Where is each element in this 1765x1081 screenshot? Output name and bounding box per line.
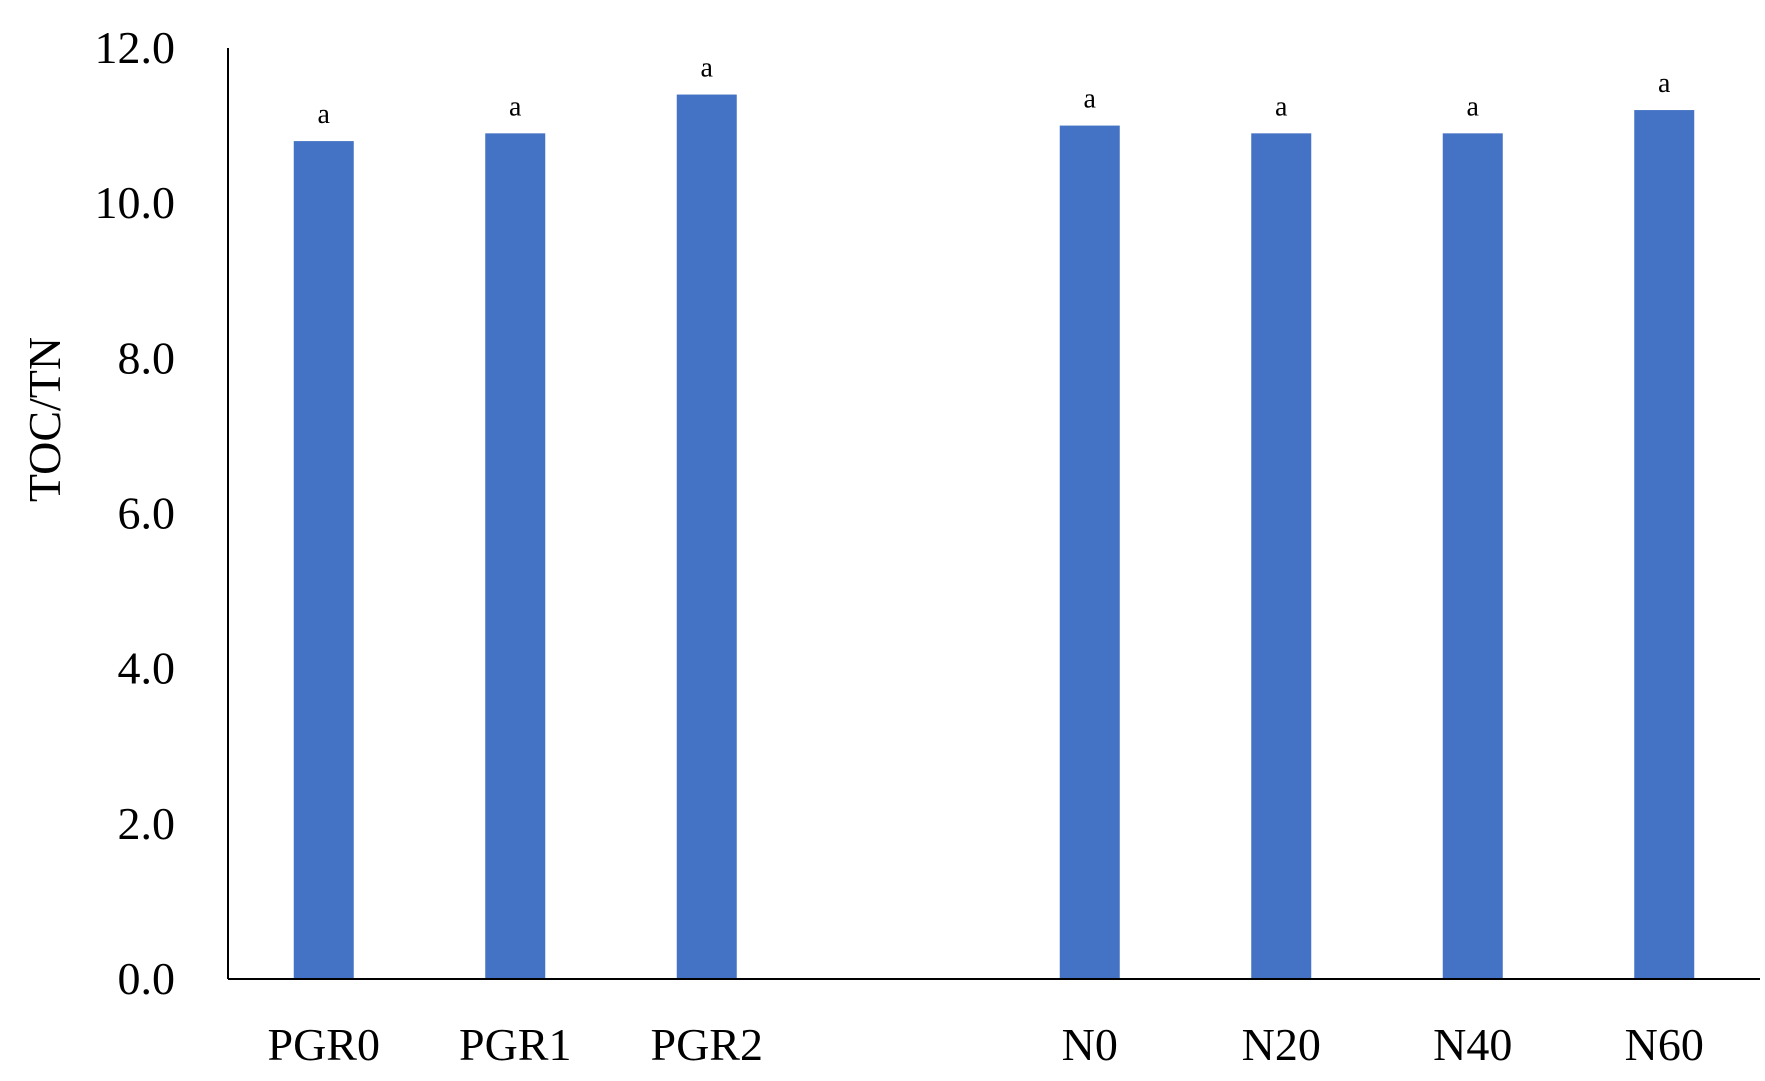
x-tick-label: N60 bbox=[1625, 1019, 1704, 1070]
data-label: a bbox=[318, 99, 331, 130]
data-label: a bbox=[701, 53, 714, 84]
y-tick-labels: 0.0 2.0 4.0 6.0 8.0 10.0 12.0 bbox=[95, 22, 176, 1004]
y-tick-label: 0.0 bbox=[118, 953, 176, 1004]
data-label: a bbox=[1275, 91, 1288, 122]
y-tick-label: 4.0 bbox=[118, 643, 176, 694]
bar bbox=[1442, 133, 1503, 979]
bar bbox=[1634, 110, 1695, 980]
x-tick-label: N0 bbox=[1062, 1019, 1118, 1070]
bar bbox=[1059, 125, 1120, 980]
y-tick-label: 6.0 bbox=[118, 488, 176, 539]
y-tick-label: 8.0 bbox=[118, 332, 176, 383]
y-tick-label: 10.0 bbox=[95, 177, 176, 228]
x-tick-label: PGR0 bbox=[268, 1019, 380, 1070]
bar bbox=[1251, 133, 1312, 979]
data-label: a bbox=[1084, 84, 1097, 115]
bar bbox=[293, 141, 354, 980]
x-tick-label: PGR1 bbox=[459, 1019, 571, 1070]
bar bbox=[676, 94, 737, 980]
data-label: a bbox=[1658, 68, 1671, 99]
data-label: a bbox=[509, 91, 522, 122]
y-tick-label: 2.0 bbox=[118, 798, 176, 849]
category-labels: PGR0 PGR1 PGR2 N0 N20 N40 N60 bbox=[268, 1019, 1704, 1070]
bars bbox=[293, 94, 1695, 980]
bar bbox=[485, 133, 546, 979]
data-label: a bbox=[1467, 91, 1480, 122]
y-axis-title: TOC/TN bbox=[19, 337, 70, 502]
x-tick-label: N20 bbox=[1242, 1019, 1321, 1070]
data-labels: a a a a a a a bbox=[318, 53, 1672, 131]
x-tick-label: N40 bbox=[1433, 1019, 1512, 1070]
y-tick-label: 12.0 bbox=[95, 22, 176, 73]
x-tick-label: PGR2 bbox=[651, 1019, 763, 1070]
